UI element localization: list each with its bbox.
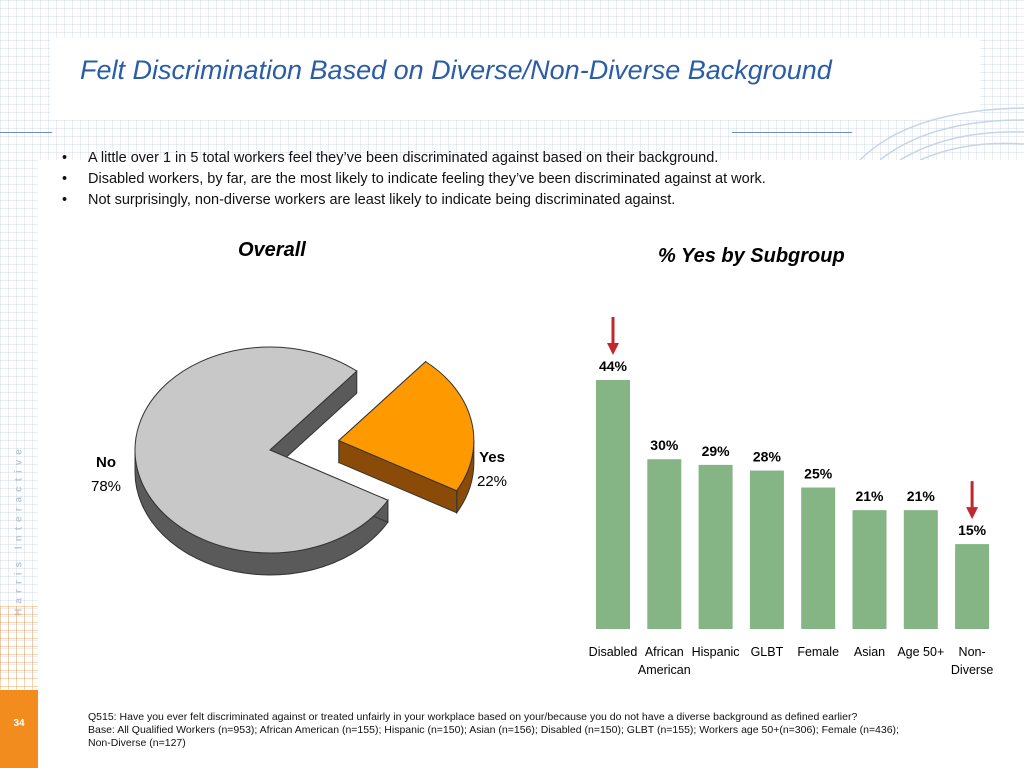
left-grid xyxy=(0,160,38,680)
bar-age-50- xyxy=(903,510,938,629)
bullet-item: A little over 1 in 5 total workers feel … xyxy=(62,148,766,169)
footnote: Q515: Have you ever felt discriminated a… xyxy=(88,711,988,750)
bullet-item: Not surprisingly, non-diverse workers ar… xyxy=(62,190,766,211)
orange-grid xyxy=(0,606,38,690)
bar-category-label: Hispanic xyxy=(692,645,740,659)
page-number-box xyxy=(0,690,38,768)
pie-slice-no xyxy=(134,346,389,554)
pie-chart-title: Overall xyxy=(238,239,306,261)
pie-label-yes: Yes xyxy=(479,449,505,466)
page-number: 34 xyxy=(13,718,25,729)
bar-category-label: Age 50+ xyxy=(897,645,944,659)
key-findings-list: A little over 1 in 5 total workers feel … xyxy=(62,148,766,211)
bar-data-label: 25% xyxy=(804,466,833,482)
bar-chart: 44% Disabled 30% African American 29% Hispanic… xyxy=(589,317,993,677)
pie-value-yes: 22% xyxy=(477,473,507,490)
footnote-base: Base: All Qualified Workers (n=953); Afr… xyxy=(88,724,899,736)
footnote-question: Q515: Have you ever felt discriminated a… xyxy=(88,711,858,723)
bar-category-label: Female xyxy=(797,645,839,659)
brand-vertical-text: Harris Interactive xyxy=(13,444,25,616)
bar-category-label: African xyxy=(645,645,684,659)
bar-category-label: Non- xyxy=(959,645,986,659)
page-title: Felt Discrimination Based on Diverse/Non… xyxy=(80,55,832,85)
bar-female xyxy=(801,487,836,629)
bar-category-label: Diverse xyxy=(951,663,993,677)
pie-label-no: No xyxy=(96,454,116,471)
bar-data-label: 15% xyxy=(958,522,987,538)
bar-data-label: 44% xyxy=(599,358,628,374)
wave-decoration-icon xyxy=(859,107,1024,160)
bar-disabled xyxy=(596,380,630,629)
bar-category-label: Asian xyxy=(854,645,885,659)
bar-data-label: 21% xyxy=(907,488,936,504)
bar-data-label: 21% xyxy=(855,488,884,504)
title-rule-left xyxy=(0,132,52,133)
bar-non-diverse xyxy=(955,544,990,629)
bar-hispanic xyxy=(698,464,733,629)
bar-category-label: Disabled xyxy=(589,645,638,659)
bar-chart-title: % Yes by Subgroup xyxy=(658,245,845,267)
bar-data-label: 30% xyxy=(650,437,679,453)
bar-category-label: GLBT xyxy=(751,645,784,659)
bar-data-label: 28% xyxy=(753,449,782,465)
bar-data-label: 29% xyxy=(702,443,731,459)
bullet-item: Disabled workers, by far, are the most l… xyxy=(62,169,766,190)
bar-category-label: American xyxy=(638,663,691,677)
pie-chart: No 78% Yes 22% xyxy=(91,346,507,576)
highlight-arrowhead-icon xyxy=(607,343,619,355)
pie-value-no: 78% xyxy=(91,478,121,495)
bar-glbt xyxy=(749,470,784,629)
bar-asian xyxy=(852,510,887,629)
pie-slice-yes xyxy=(337,360,475,492)
title-background xyxy=(50,38,980,120)
footnote-base-cont: Non-Diverse (n=127) xyxy=(88,737,186,749)
title-rule-right xyxy=(732,132,852,133)
bar-african-american xyxy=(647,459,682,629)
highlight-arrowhead-icon xyxy=(966,507,979,520)
